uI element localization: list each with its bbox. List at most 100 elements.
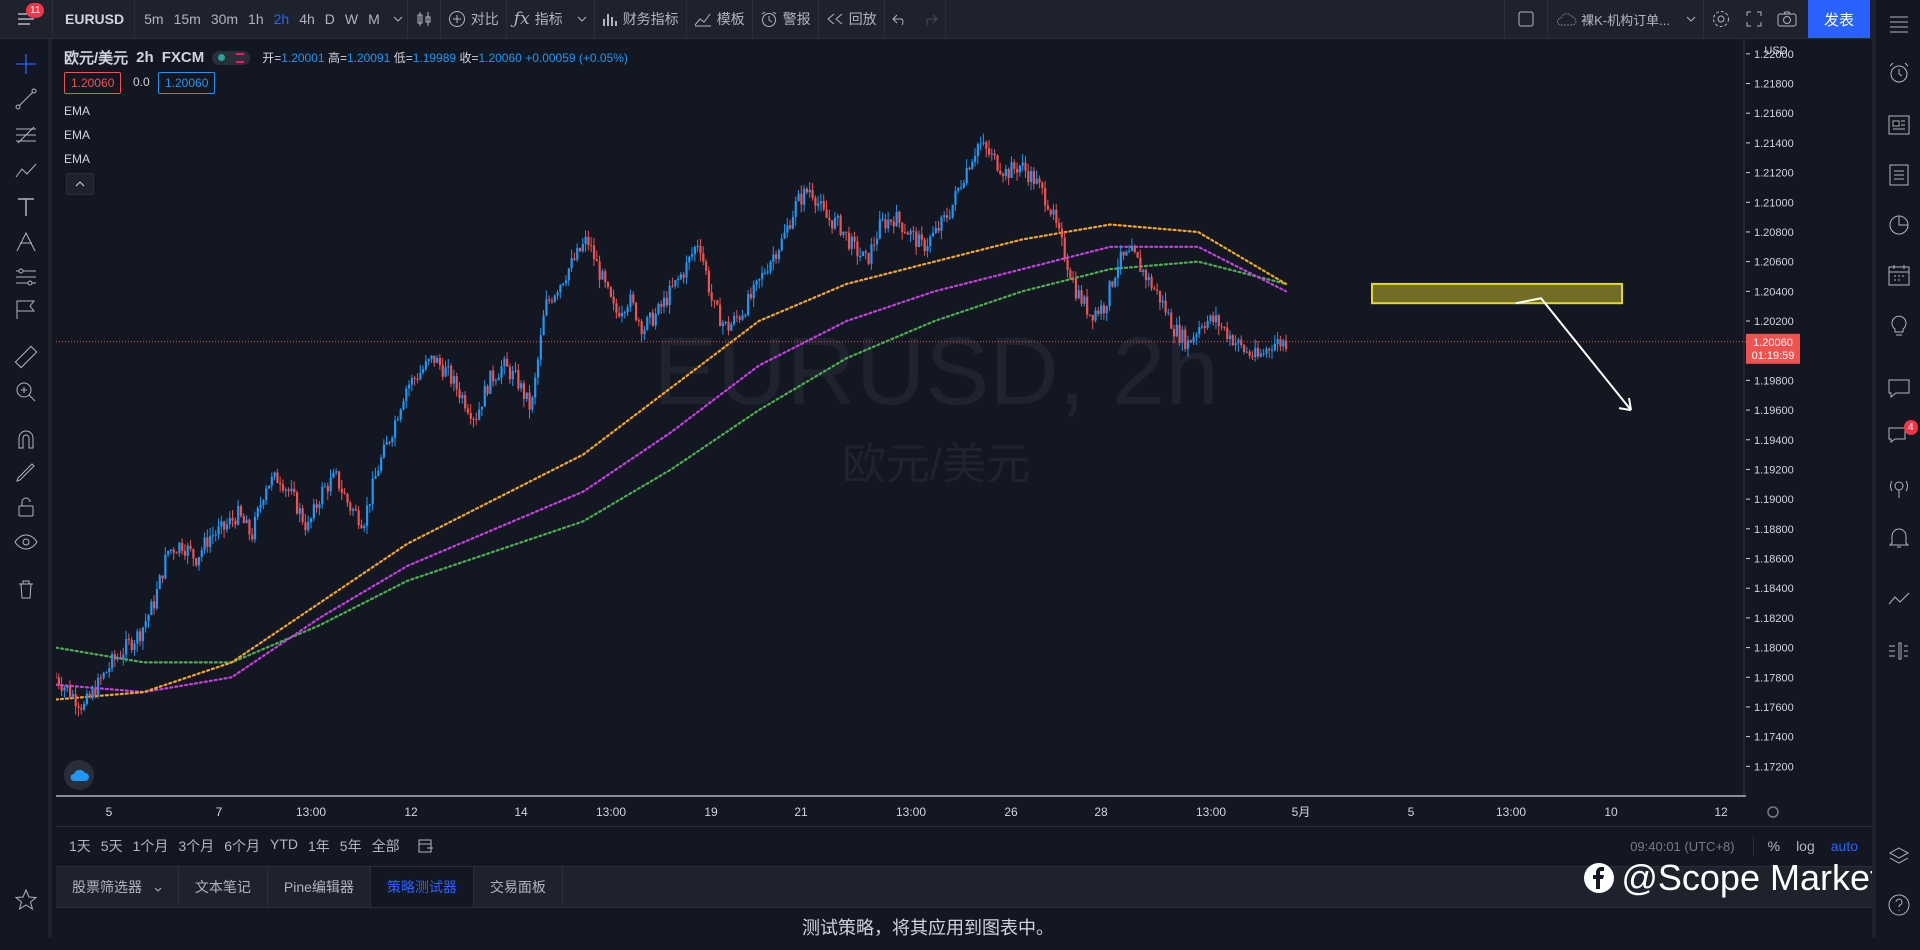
crosshair-icon[interactable] [13,51,39,77]
menu-button[interactable]: 11 [0,0,52,38]
prediction-icon[interactable] [13,229,39,255]
timeframe-15m[interactable]: 15m [173,11,201,27]
ema-indicator-label[interactable]: EMA [64,152,91,166]
settings-button[interactable] [1704,0,1738,38]
tab-stock-screener[interactable]: 股票筛选器 [56,867,179,907]
timeframe-M[interactable]: M [368,11,380,27]
timeframe-30m[interactable]: 30m [210,11,239,27]
camera-icon [1777,11,1797,27]
trend-line-icon[interactable] [13,86,39,112]
candle-body [63,687,66,691]
range-button[interactable]: 5年 [339,838,362,854]
timeframe-2h[interactable]: 2h [273,11,290,27]
timeframe-W[interactable]: W [344,11,359,27]
publish-button[interactable]: 发表 [1808,0,1870,38]
auto-scale-button[interactable]: auto [1830,838,1858,854]
hotlist-icon[interactable] [1886,212,1912,238]
timeframe-dropdown[interactable] [389,0,407,38]
timeframe-1h[interactable]: 1h [248,11,264,27]
range-button[interactable]: 5天 [100,838,123,854]
help-icon[interactable] [1886,892,1912,918]
percent-scale-button[interactable]: % [1767,838,1781,854]
text-tool-icon[interactable] [13,194,39,220]
log-scale-button[interactable]: log [1796,838,1815,854]
price-tick-label: 1.18400 [1754,583,1794,595]
goto-date-icon[interactable] [417,838,435,854]
candle-body [1223,326,1226,328]
timeframe-4h[interactable]: 4h [299,11,315,27]
candle-body [833,217,837,229]
notification-badge: 11 [26,3,45,18]
zoom-in-icon[interactable] [13,379,39,405]
ideas-bulb-icon[interactable] [1886,312,1912,338]
templates-button[interactable]: 模板 [687,0,752,38]
ema-indicator-label[interactable]: EMA [64,104,91,118]
magnet-icon[interactable] [13,427,39,453]
order-panel-icon[interactable] [1886,638,1912,664]
symbol-name[interactable]: 欧元/美元 [64,50,129,67]
watchlist-icon[interactable] [1886,12,1912,38]
symbol-search[interactable]: EURUSD [65,11,125,27]
indicators-button[interactable]: ƒx 指标 [507,0,594,38]
candle-body [200,550,203,558]
sell-price-button[interactable]: 1.20060 [64,72,122,94]
data-window-icon[interactable] [1886,162,1912,188]
layout-toggle-button[interactable] [1505,0,1547,38]
range-button[interactable]: 1个月 [132,838,169,854]
alert-button[interactable]: 警报 [753,0,818,38]
tab-pine-editor[interactable]: Pine编辑器 [268,867,371,907]
ruler-icon[interactable] [13,344,39,370]
market-status-toggle[interactable] [212,50,251,65]
range-button[interactable]: 全部 [371,838,400,854]
clock[interactable]: 09:40:01 (UTC+8) [1630,838,1735,854]
layers-icon[interactable] [1886,844,1912,870]
lock-icon[interactable] [13,494,39,520]
range-button[interactable]: 3个月 [178,838,215,854]
axis-settings-icon[interactable] [1767,806,1779,818]
fib-tool-icon[interactable] [13,122,39,148]
fullscreen-button[interactable] [1738,0,1770,38]
trash-icon[interactable] [13,576,39,602]
screenshot-button[interactable] [1770,0,1804,38]
candle-body [304,522,307,531]
alarm-clock-icon[interactable] [1886,60,1912,86]
news-icon[interactable] [1886,112,1912,138]
tv-logo-button[interactable] [64,760,94,790]
buy-price-button[interactable]: 1.20060 [158,72,216,94]
timeframe-5m[interactable]: 5m [144,11,164,27]
tab-strategy-tester[interactable]: 策略测试器 [370,867,474,907]
ema-indicator-label[interactable]: EMA [64,128,91,142]
redo-button[interactable] [915,0,945,38]
chart-type-button[interactable] [408,0,440,38]
range-button[interactable]: 1年 [307,838,330,854]
compare-button[interactable]: 对比 [441,0,506,38]
range-button[interactable]: 1天 [69,838,91,854]
replay-button[interactable]: 回放 [819,0,884,38]
eye-icon[interactable] [13,529,39,555]
icons-flag-icon[interactable] [13,297,39,323]
notification-bell-icon[interactable] [1886,524,1912,550]
candle-body [1276,339,1279,344]
candle-body [1161,300,1164,303]
layout-name-button[interactable]: 裸K-机构订单... [1548,0,1703,38]
pencil-lock-icon[interactable] [13,459,39,485]
undo-button[interactable] [885,0,915,38]
tab-trading-panel[interactable]: 交易面板 [474,867,563,907]
tab-text-notes[interactable]: 文本笔记 [179,867,268,907]
financials-button[interactable]: 财务指标 [595,0,686,38]
range-button[interactable]: YTD [269,836,298,852]
chat-icon[interactable] [1886,375,1912,401]
timeframe-selector: 5m 15m 30m 1h 2h 4h D W M [135,0,389,38]
streams-icon[interactable] [1886,475,1912,501]
measure-lines-icon[interactable] [13,264,39,290]
collapse-legend-button[interactable] [66,173,94,195]
star-icon[interactable] [13,887,39,913]
calendar-icon[interactable] [1886,262,1912,288]
candle-body [354,509,357,511]
timeframe-D[interactable]: D [324,11,335,27]
patterns-icon[interactable] [13,158,39,184]
range-button[interactable]: 6个月 [224,838,260,854]
candle-body [265,488,268,501]
price-chart[interactable]: EURUSD, 2h 欧元/美元 1.22000 1.21800 1.21600 1.21… [56,39,1800,829]
depth-of-market-icon[interactable] [1886,588,1912,614]
